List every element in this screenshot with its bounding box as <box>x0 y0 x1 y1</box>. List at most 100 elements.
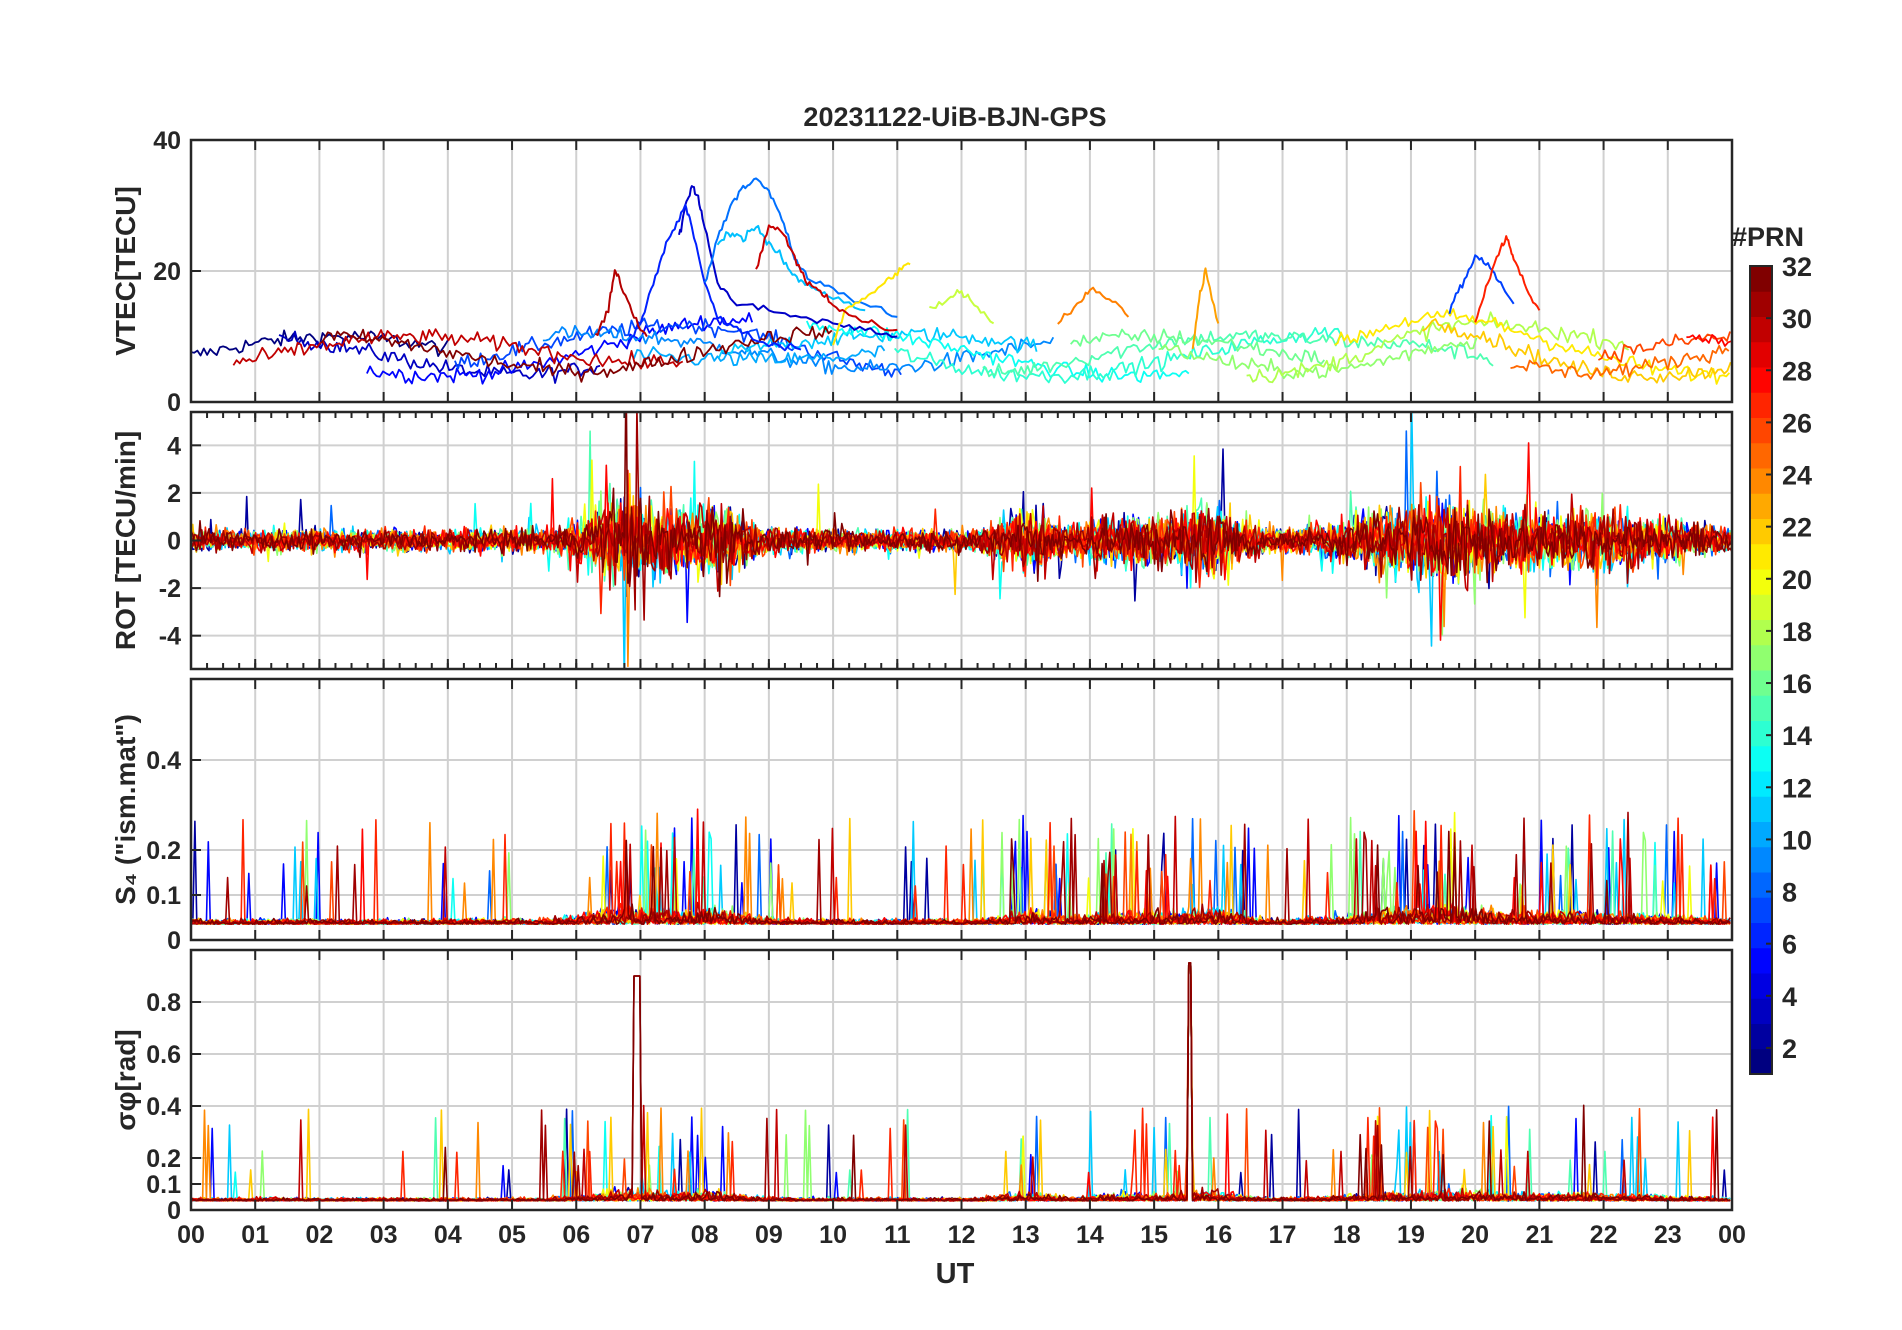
y-tick-label: 4 <box>167 432 181 460</box>
x-tick-label: 18 <box>1333 1221 1361 1249</box>
y-tick-label: 0 <box>167 528 181 556</box>
colorbar-tick-label: 6 <box>1782 930 1797 960</box>
colorbar-swatch <box>1750 442 1772 469</box>
vtec-track-prn-18 <box>1246 311 1630 384</box>
vtec-track-prn-21 <box>1334 308 1731 385</box>
vtec-series-prn-27 <box>1474 235 1541 323</box>
s4-trace-prn-32 <box>191 830 1731 926</box>
x-tick-labels: 00 01 02 03 04 05 06 07 08 09 10 11 12 13 14 15 16 17 18 19… <box>177 1221 1746 1249</box>
x-tick-label: 00 <box>177 1221 205 1249</box>
x-tick-label: 15 <box>1140 1221 1168 1249</box>
x-tick-label: 19 <box>1397 1221 1425 1249</box>
x-tick-label: 17 <box>1269 1221 1297 1249</box>
colorbar-tick-label: 12 <box>1782 773 1812 803</box>
colorbar-swatch <box>1750 897 1772 923</box>
chart-title: 20231122-UiB-BJN-GPS <box>803 102 1106 132</box>
colorbar-tick-label: 16 <box>1782 669 1812 699</box>
colorbar-swatch <box>1750 569 1772 595</box>
colorbar-swatch <box>1750 392 1772 418</box>
colorbar-swatch <box>1750 493 1772 519</box>
y-axis-label-sigma: σφ[rad] <box>110 1029 141 1130</box>
x-tick-label: 11 <box>884 1221 911 1249</box>
colorbar-tick-label: 20 <box>1782 565 1812 595</box>
colorbar-swatch <box>1750 670 1772 696</box>
y-axis-label-vtec: VTEC[TECU] <box>110 186 141 356</box>
colorbar-swatch <box>1750 316 1772 343</box>
colorbar-swatch <box>1750 745 1772 772</box>
colorbar-label: #PRN <box>1732 222 1804 252</box>
vtec-track-prn-26 <box>1597 331 1731 363</box>
x-tick-label: 12 <box>948 1221 976 1249</box>
colorbar-swatch <box>1750 947 1772 974</box>
x-tick-label: 06 <box>562 1221 590 1249</box>
colorbar-tick-label: 14 <box>1782 721 1812 751</box>
x-tick-label: 07 <box>627 1221 655 1249</box>
x-tick-label: 22 <box>1590 1221 1618 1249</box>
vtec-track-prn-3 <box>278 330 601 384</box>
colorbar-swatch <box>1750 846 1772 873</box>
x-tick-label: 01 <box>241 1221 269 1249</box>
y-tick-label: 0.2 <box>146 1145 181 1173</box>
colorbar-swatch <box>1750 998 1772 1024</box>
x-tick-label: 23 <box>1654 1221 1682 1249</box>
x-tick-label: 08 <box>691 1221 719 1249</box>
x-ticks <box>190 679 1733 940</box>
panel-rot: -4 -2 0 2 4 ROT [TECU/min] <box>110 410 1734 671</box>
colorbar-tick-label: 22 <box>1782 513 1812 543</box>
colorbar-tick-label: 30 <box>1782 304 1812 334</box>
rot-trace-prn-32 <box>191 412 1732 598</box>
x-ticks <box>190 412 1733 669</box>
colorbar-swatch <box>1750 771 1772 797</box>
vtec-track-prn-17 <box>1158 337 1478 380</box>
vtec-series-prn-29 <box>755 224 898 332</box>
x-ticks <box>190 140 1733 402</box>
y-tick-label: 0.1 <box>146 1171 181 1199</box>
vtec-series-prn-8 <box>703 177 898 318</box>
panel-s4: 0 0.1 0.2 0.4S₄ ("ism.mat") <box>110 677 1734 955</box>
colorbar-tick-label: 10 <box>1782 825 1812 855</box>
vtec-track-prn-15 <box>982 329 1494 378</box>
colorbar-tick-label: 4 <box>1782 982 1797 1012</box>
y-tick-label: 20 <box>153 258 181 286</box>
vtec-track-prn-32 <box>320 325 833 383</box>
colorbar-swatch <box>1750 417 1772 444</box>
x-tick-label: 20 <box>1461 1221 1489 1249</box>
colorbar-tick-label: 2 <box>1782 1034 1797 1064</box>
data-lines <box>191 412 1732 669</box>
vtec-series-prn-6 <box>1448 254 1515 315</box>
colorbar-swatch <box>1750 594 1772 620</box>
grid <box>191 950 1732 1211</box>
colorbar-swatch <box>1750 518 1772 545</box>
y-tick-label: 2 <box>167 480 181 508</box>
colorbar-swatch <box>1750 922 1772 949</box>
colorbar-frame <box>1749 265 1773 1075</box>
x-tick-label: 05 <box>498 1221 526 1249</box>
y-tick-label: 0.1 <box>146 882 181 910</box>
vtec-series-prn-31 <box>595 269 648 338</box>
colorbar-swatch <box>1750 872 1772 898</box>
colorbar-swatch <box>1750 796 1772 822</box>
colorbar-tick-label: 18 <box>1782 617 1812 647</box>
y-tick-label: 0 <box>167 389 181 417</box>
colorbar-swatch <box>1750 619 1772 646</box>
x-tick-label: 03 <box>370 1221 398 1249</box>
y-tick-label: 40 <box>153 127 181 155</box>
vtec-series-prn-4 <box>626 203 802 352</box>
colorbar-swatch <box>1750 644 1772 671</box>
vtec-series-prn-23 <box>1191 267 1220 350</box>
colorbar-swatch <box>1750 973 1772 999</box>
data-lines <box>191 808 1731 926</box>
colorbar-swatch <box>1750 266 1772 292</box>
colorbar-swatch <box>1750 543 1772 570</box>
x-tick-label: 02 <box>306 1221 334 1249</box>
x-tick-label: 21 <box>1525 1221 1553 1249</box>
panel-sigma: 00.10.2 0.4 0.6 0.8σφ[rad] <box>110 948 1734 1225</box>
y-tick-label: 0.8 <box>146 989 181 1017</box>
x-tick-label: 16 <box>1204 1221 1232 1249</box>
y-tick-label: 0.6 <box>146 1041 181 1069</box>
x-tick-label: 14 <box>1076 1221 1104 1249</box>
colorbar-swatch <box>1750 1048 1772 1075</box>
colorbar-swatch <box>1750 367 1772 393</box>
